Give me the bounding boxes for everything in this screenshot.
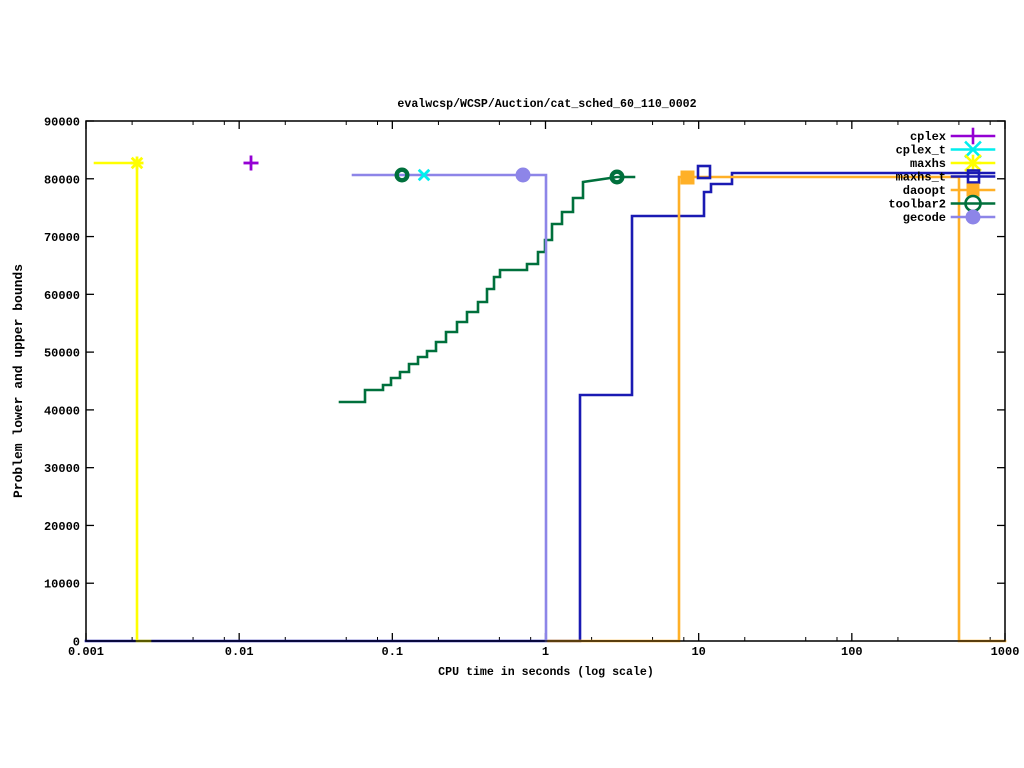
svg-text:1000: 1000: [991, 645, 1020, 659]
svg-text:gecode: gecode: [903, 211, 946, 225]
svg-text:80000: 80000: [44, 173, 80, 187]
svg-text:Problem lower and upper bounds: Problem lower and upper bounds: [11, 264, 26, 498]
svg-text:cplex: cplex: [910, 130, 946, 144]
svg-text:daoopt: daoopt: [903, 184, 946, 198]
svg-text:10000: 10000: [44, 578, 80, 592]
svg-text:cplex_t: cplex_t: [896, 144, 946, 158]
svg-text:100: 100: [841, 645, 863, 659]
svg-text:evalwcsp/WCSP/Auction/cat_sche: evalwcsp/WCSP/Auction/cat_sched_60_110_0…: [397, 98, 696, 111]
svg-text:1: 1: [542, 645, 549, 659]
svg-text:toolbar2: toolbar2: [888, 198, 946, 212]
svg-text:60000: 60000: [44, 289, 80, 303]
svg-text:30000: 30000: [44, 462, 80, 476]
svg-text:0.1: 0.1: [382, 645, 404, 659]
svg-text:90000: 90000: [44, 116, 80, 130]
svg-text:0: 0: [73, 636, 80, 650]
svg-text:maxhs: maxhs: [910, 157, 946, 171]
svg-text:20000: 20000: [44, 520, 80, 534]
svg-text:10: 10: [691, 645, 705, 659]
svg-text:70000: 70000: [44, 231, 80, 245]
svg-text:maxhs_t: maxhs_t: [896, 171, 946, 185]
svg-text:40000: 40000: [44, 404, 80, 418]
svg-text:50000: 50000: [44, 347, 80, 361]
svg-text:0.01: 0.01: [225, 645, 254, 659]
svg-text:CPU time in seconds (log scale: CPU time in seconds (log scale): [438, 666, 654, 679]
